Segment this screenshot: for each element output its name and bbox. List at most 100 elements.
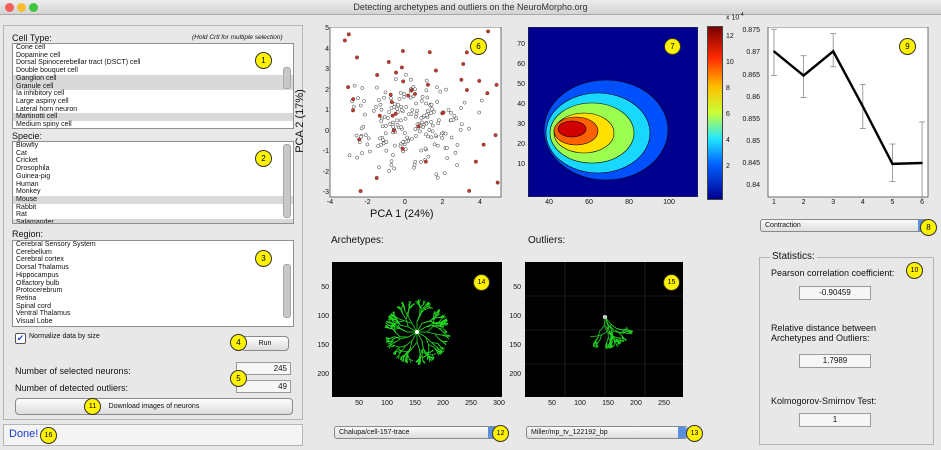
region-list-item[interactable]: Cerebral Sensory System xyxy=(16,241,96,248)
scatter-point xyxy=(389,159,394,163)
run-button[interactable]: Run xyxy=(241,336,289,351)
cell-type-list-item[interactable]: Dopamine cell xyxy=(16,51,61,59)
neuron-branch xyxy=(404,320,413,324)
download-images-button[interactable]: Download images of neurons xyxy=(15,398,293,415)
region-list-item[interactable]: All xyxy=(13,325,293,326)
cell-type-list-item[interactable]: Granule cell xyxy=(13,82,293,91)
region-list-item[interactable]: Retina xyxy=(16,294,37,302)
region-list-item[interactable]: Olfactory bulb xyxy=(16,279,60,287)
archetype-select[interactable]: Chalupa/cell-157-trace xyxy=(334,426,498,439)
outlier-select[interactable]: Miller/mp_tv_122192_bp xyxy=(526,426,688,439)
neuron-branch xyxy=(417,304,422,309)
cell-type-list-item[interactable]: Medium spiny cell xyxy=(16,121,72,129)
neuron-branch xyxy=(401,304,404,309)
line-x-tick: 6 xyxy=(920,199,925,206)
scatter-point xyxy=(404,105,409,109)
scatter-point xyxy=(352,83,357,88)
region-list-item[interactable]: Dorsal Thalamus xyxy=(16,264,69,272)
scatter-point xyxy=(429,120,433,124)
specie-list-item[interactable]: Cat xyxy=(16,149,27,157)
region-list-item[interactable]: Spinal cord xyxy=(16,302,52,310)
specie-list-item[interactable]: Drosophila xyxy=(16,165,50,173)
specie-list-item[interactable]: Human xyxy=(16,180,39,188)
line-x-tick: 3 xyxy=(831,199,836,206)
scatter-x-label: PCA 1 (24%) xyxy=(370,208,434,220)
scatter-point xyxy=(426,154,431,159)
close-window-button[interactable] xyxy=(5,3,14,12)
neuron-branch xyxy=(419,349,426,354)
cell-type-list-item[interactable]: Large aspiny cell xyxy=(16,97,69,105)
cell-type-scrollbar[interactable] xyxy=(283,67,291,89)
cell-type-list-item[interactable]: Lateral horn neuron xyxy=(16,105,78,113)
specie-list-item[interactable]: Salamander xyxy=(13,219,293,223)
neuron-branch xyxy=(401,353,407,357)
specie-list[interactable]: Blowfly Cat Cricket Drosophila Guinea-pig Hum… xyxy=(12,141,294,224)
scatter-outlier-point xyxy=(426,82,430,87)
neuron-branch xyxy=(596,344,599,348)
line-x-tick: 4 xyxy=(860,199,865,206)
neuron-branch xyxy=(393,325,400,329)
cell-type-list-item[interactable]: Martinotti cell xyxy=(13,113,293,122)
contraction-value: Contraction xyxy=(765,222,801,229)
normalize-checkbox[interactable]: ✔ xyxy=(15,333,26,344)
scatter-point xyxy=(455,143,460,147)
scatter-outlier-point xyxy=(464,50,469,55)
specie-scrollbar[interactable] xyxy=(283,144,291,218)
region-scrollbar[interactable] xyxy=(283,264,291,318)
cell-type-list-item[interactable]: Cone cell xyxy=(16,44,46,51)
scatter-outlier-point xyxy=(357,137,362,142)
region-list-item[interactable]: Visual Lobe xyxy=(16,318,53,326)
neuron-branch xyxy=(438,328,445,330)
distance-value: 1.7989 xyxy=(799,354,871,368)
scatter-point xyxy=(427,128,432,132)
neuron-branch xyxy=(394,345,400,348)
scatter-point xyxy=(479,98,484,103)
specie-list-item[interactable]: Rat xyxy=(16,211,27,219)
neuron-branch xyxy=(436,351,441,355)
zoom-window-button[interactable] xyxy=(29,3,38,12)
specie-list-item[interactable]: Mouse xyxy=(13,195,293,204)
neuron-branch xyxy=(613,336,619,339)
series-line xyxy=(773,49,923,166)
specie-list-item[interactable]: Monkey xyxy=(16,188,41,196)
region-list-item[interactable]: Cerebral cortex xyxy=(16,256,64,264)
region-list-item[interactable]: Hippocampus xyxy=(16,271,59,279)
region-list-item[interactable]: Cerebellum xyxy=(16,248,52,256)
cell-type-list-item[interactable]: Ia inhibitory cell xyxy=(16,90,65,98)
distance-label-2: Archetypes and Outliers: xyxy=(771,333,870,343)
status-bar xyxy=(3,424,303,446)
neuron-branch xyxy=(425,336,429,345)
outlier-y-tick: 50 xyxy=(513,284,521,291)
neuron-branch xyxy=(438,338,444,343)
minimize-window-button[interactable] xyxy=(17,3,26,12)
contraction-popup[interactable]: Contraction xyxy=(760,219,928,232)
scatter-point xyxy=(381,138,385,142)
scatter-point xyxy=(395,118,399,123)
specie-list-item[interactable]: Rabbit xyxy=(16,203,37,211)
neuron-branch xyxy=(603,325,609,333)
neuron-branch xyxy=(606,337,609,343)
cell-type-list-item[interactable]: Double bouquet cell xyxy=(16,67,78,75)
region-list[interactable]: Cerebral Sensory System Cerebellum Cerebra… xyxy=(12,240,294,327)
scatter-point xyxy=(424,78,429,83)
scatter-point xyxy=(365,142,370,147)
scatter-x-tick: 0 xyxy=(403,199,407,206)
neuron-branch xyxy=(409,358,414,362)
cell-type-list[interactable]: Cone cell Dopamine cell Dorsal Spinocerebe… xyxy=(12,43,294,129)
specie-list-item[interactable]: Cricket xyxy=(16,157,38,165)
region-list-item[interactable]: Ventral Thalamus xyxy=(16,310,71,318)
neuron-branch xyxy=(394,336,401,339)
scatter-point xyxy=(446,108,451,112)
scatter-point xyxy=(445,146,449,150)
neuron-branch xyxy=(442,314,446,319)
region-list-item[interactable]: Protocerebrum xyxy=(16,287,63,295)
scatter-outlier-point xyxy=(374,176,379,180)
scatter-y-tick: 0 xyxy=(325,127,329,135)
density-heatmap xyxy=(528,27,698,197)
specie-list-item[interactable]: Blowfly xyxy=(16,142,39,149)
cell-type-list-item[interactable]: Dorsal Spinocerebellar tract (DSCT) cell xyxy=(16,59,141,67)
cell-type-list-item[interactable]: Ganglion cell xyxy=(13,74,293,83)
scatter-point xyxy=(443,131,448,136)
specie-list-item[interactable]: Guinea-pig xyxy=(16,172,51,180)
density-y-tick: 20 xyxy=(517,141,525,148)
